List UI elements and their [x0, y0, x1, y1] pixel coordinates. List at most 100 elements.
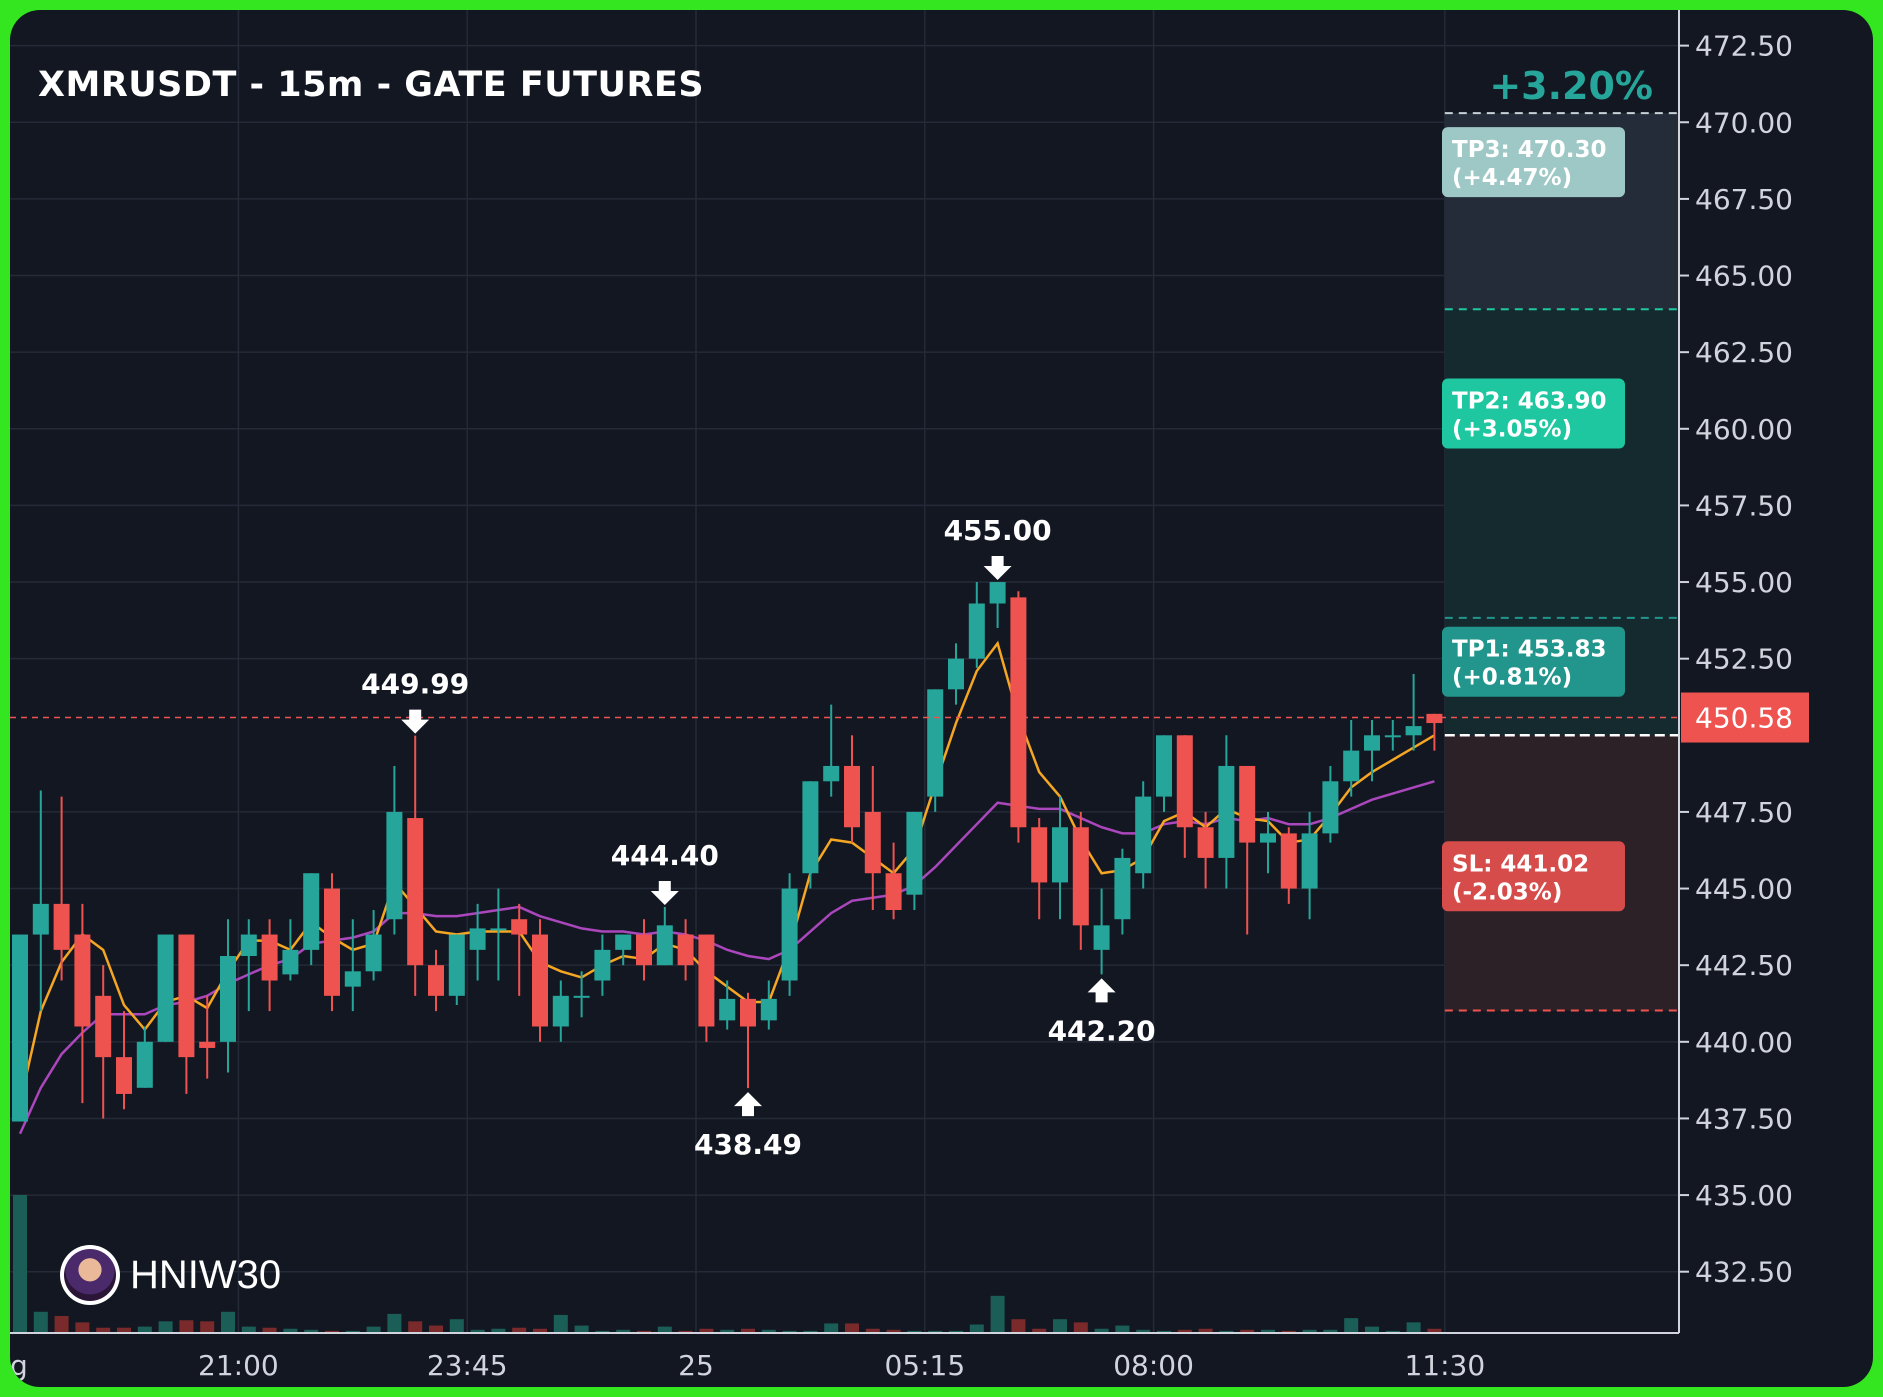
volume-bar: [33, 1311, 48, 1333]
volume-bar: [387, 1313, 402, 1333]
candle: [1114, 848, 1131, 935]
candle: [1322, 765, 1339, 843]
volume-bar: [949, 1330, 963, 1333]
candle: [802, 781, 819, 889]
candle-body: [719, 998, 736, 1021]
y-tick-label: 440.00: [1695, 1026, 1793, 1059]
candle: [136, 1026, 153, 1088]
volume-bar: [657, 1326, 672, 1333]
price-marker: 449.99: [361, 668, 469, 734]
sl-label-text: SL: 441.02: [1452, 851, 1589, 877]
candle: [864, 765, 881, 911]
candle-body: [1218, 765, 1235, 858]
tp1-label: TP1: 453.83(+0.81%): [1442, 626, 1625, 697]
candle: [74, 903, 91, 1104]
chart-title: XMRUSDT - 15m - GATE FUTURES: [38, 65, 705, 105]
volume-bar: [595, 1330, 610, 1333]
tp3-label-text: TP3: 470.30: [1452, 137, 1607, 163]
volume-bar: [1323, 1329, 1338, 1333]
candle: [615, 934, 632, 966]
volume-bar: [761, 1329, 776, 1333]
volume-bar: [137, 1326, 152, 1333]
volume-bar: [1261, 1329, 1275, 1333]
y-tick-label: 455.00: [1695, 566, 1793, 599]
candle: [1176, 735, 1193, 858]
candle-body: [656, 925, 673, 966]
volume-bar: [408, 1321, 423, 1333]
candle: [199, 995, 216, 1079]
volume-bar: [1136, 1329, 1151, 1333]
candle-body: [698, 934, 715, 1027]
y-tick-label: 462.50: [1695, 336, 1793, 369]
candle-body: [220, 955, 236, 1042]
y-tick-label: 465.00: [1695, 260, 1793, 293]
candle-body: [407, 818, 424, 966]
volume-bar: [1073, 1322, 1088, 1333]
volume-bar: [470, 1329, 485, 1333]
candle-body: [1239, 765, 1256, 843]
avatar-icon: [60, 1245, 120, 1305]
tp2-label-box: [1442, 378, 1625, 449]
candle: [532, 919, 548, 1042]
candle-body: [740, 998, 756, 1027]
y-tick-label: 435.00: [1695, 1179, 1793, 1212]
chart-frame: TP3: 470.30 (+4.47%) TP2: 463.90 (+3.05%) TP…: [10, 10, 1873, 1387]
volume-bar: [221, 1311, 235, 1333]
arrow-down-icon: [983, 556, 1012, 581]
candle: [469, 903, 486, 981]
volume-bar: [928, 1330, 943, 1333]
candle-body: [1280, 833, 1297, 889]
candle-body: [116, 1057, 132, 1094]
volume-bar: [1385, 1330, 1400, 1333]
candle: [178, 934, 195, 1094]
volume-bar: [699, 1328, 714, 1333]
candle: [885, 842, 902, 920]
candle-body: [906, 811, 923, 895]
candle: [282, 919, 299, 981]
candle-body: [324, 888, 340, 996]
candle-body: [157, 934, 174, 1042]
candle-body: [1031, 827, 1048, 883]
candle: [719, 980, 736, 1030]
volume-bar: [1011, 1319, 1026, 1333]
candle: [261, 919, 278, 1012]
candle: [1280, 827, 1297, 904]
y-tick-label: 442.50: [1695, 949, 1793, 982]
candle-body: [677, 934, 694, 966]
tp3-label: TP3: 470.30(+4.47%): [1442, 127, 1625, 198]
volume-bar: [512, 1327, 527, 1333]
price-chart[interactable]: TP3: 470.30(+4.47%)TP2: 463.90(+3.05%)TP…: [10, 10, 1873, 1387]
candle: [12, 934, 28, 1122]
candle-body: [1176, 735, 1193, 828]
candle-body: [490, 928, 507, 931]
candle: [1135, 781, 1152, 889]
volume-bar: [1365, 1326, 1379, 1333]
candle: [240, 919, 257, 1012]
tp3-label-box: [1442, 127, 1625, 198]
candle-body: [1052, 827, 1068, 883]
candle: [1093, 888, 1110, 975]
volume-bar: [637, 1330, 651, 1333]
volume-bar: [824, 1323, 839, 1333]
price-marker: 438.49: [694, 1092, 802, 1161]
tp1-label-box: [1442, 626, 1625, 697]
candle-body: [885, 873, 902, 911]
tp1-label-pct: (+0.81%): [1452, 665, 1572, 691]
candle: [1010, 591, 1027, 843]
candle: [1384, 719, 1401, 751]
candle: [1426, 713, 1443, 751]
volume-bar: [616, 1329, 631, 1333]
candle: [844, 735, 860, 843]
candle: [344, 919, 361, 1012]
candle: [989, 582, 1006, 629]
candle-body: [344, 971, 361, 987]
change-percent: +3.20%: [1489, 64, 1653, 108]
tp1-label-text: TP1: 453.83: [1452, 637, 1607, 663]
x-tick-label: 11:30: [1404, 1349, 1485, 1382]
candle-body: [594, 949, 611, 981]
y-tick-label: 457.50: [1695, 489, 1793, 522]
candle: [365, 910, 382, 981]
volume-bar: [345, 1330, 360, 1333]
arrow-up-icon: [734, 1092, 762, 1117]
candle-body: [365, 934, 382, 972]
